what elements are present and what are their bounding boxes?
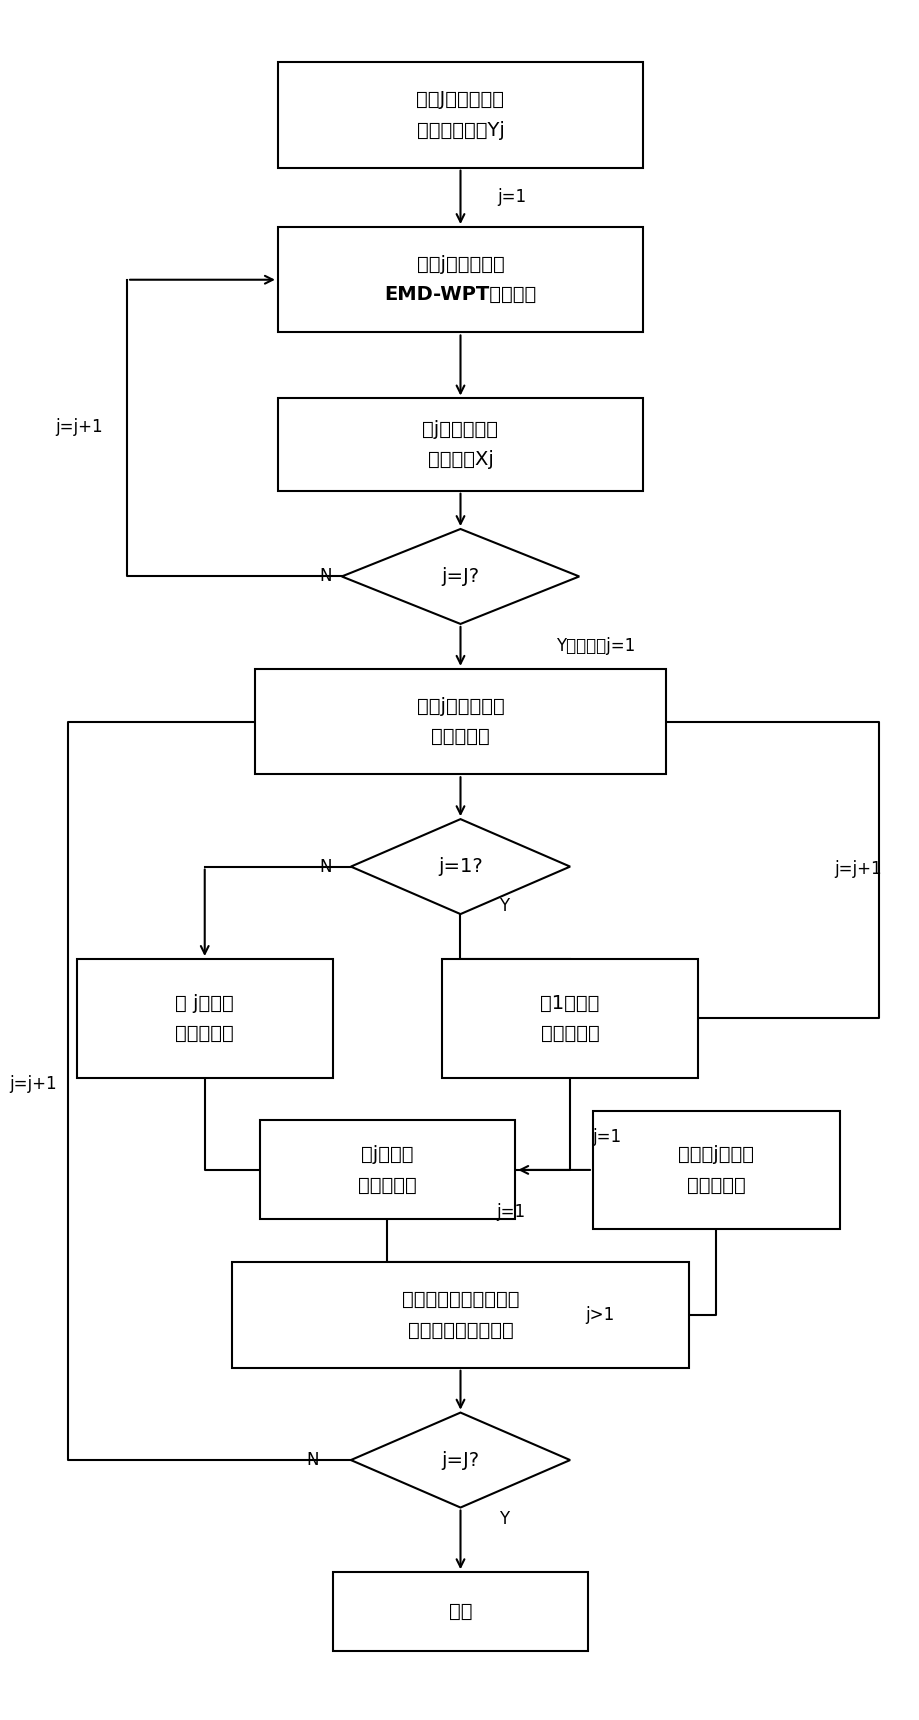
Text: 前j个测点特征: 前j个测点特征	[422, 420, 498, 439]
Text: 保存前j个融合: 保存前j个融合	[677, 1146, 754, 1164]
Text: 更新特征频谱向量，设: 更新特征频谱向量，设	[402, 1290, 518, 1309]
Text: 原始数据向量Yj: 原始数据向量Yj	[416, 120, 504, 139]
Polygon shape	[341, 530, 579, 624]
Text: j=1?: j=1?	[437, 857, 482, 875]
FancyBboxPatch shape	[333, 1572, 588, 1651]
FancyBboxPatch shape	[278, 62, 642, 167]
FancyBboxPatch shape	[232, 1262, 688, 1367]
Polygon shape	[350, 819, 570, 913]
Text: 前j个频谱: 前j个频谱	[361, 1146, 414, 1164]
Text: 第1个向量: 第1个向量	[539, 994, 599, 1013]
Text: N: N	[319, 568, 331, 585]
FancyBboxPatch shape	[278, 399, 642, 490]
Text: j=J?: j=J?	[441, 568, 479, 587]
FancyBboxPatch shape	[255, 669, 665, 774]
Text: N: N	[319, 858, 331, 875]
Text: j=1: j=1	[496, 187, 526, 206]
Text: 的特征频谱: 的特征频谱	[176, 1023, 233, 1042]
Text: EMD-WPT特征提取: EMD-WPT特征提取	[384, 286, 536, 304]
FancyBboxPatch shape	[442, 960, 698, 1078]
FancyBboxPatch shape	[77, 960, 333, 1078]
Text: 进行前处理: 进行前处理	[431, 728, 489, 746]
Text: j=J?: j=J?	[441, 1450, 479, 1469]
Text: j=j+1: j=j+1	[55, 418, 102, 437]
Text: 对第j个测点进行: 对第j个测点进行	[416, 255, 504, 273]
Text: j=j+1: j=j+1	[9, 1075, 57, 1094]
Text: Y；初始化j=1: Y；初始化j=1	[555, 638, 635, 655]
FancyBboxPatch shape	[259, 1120, 515, 1219]
Text: j=1: j=1	[592, 1128, 620, 1146]
Text: 对第j个频谱向量: 对第j个频谱向量	[416, 697, 504, 716]
Text: j=j+1: j=j+1	[834, 860, 880, 879]
Text: 结束: 结束	[448, 1603, 471, 1622]
Text: j>1: j>1	[585, 1305, 614, 1324]
Text: 输入J个测点振动: 输入J个测点振动	[416, 89, 504, 108]
Text: 的特征频谱: 的特征频谱	[540, 1023, 599, 1042]
FancyBboxPatch shape	[278, 227, 642, 332]
Text: 向量的融合: 向量的融合	[357, 1175, 416, 1195]
Text: 第 j个向量: 第 j个向量	[176, 994, 233, 1013]
FancyBboxPatch shape	[593, 1111, 839, 1230]
Text: N: N	[306, 1452, 318, 1469]
Text: 频谱向量Xj: 频谱向量Xj	[427, 451, 493, 470]
Text: Y: Y	[499, 1510, 509, 1529]
Text: 置中间向量为零向量: 置中间向量为零向量	[407, 1321, 513, 1340]
Text: 的特征频谱: 的特征频谱	[686, 1175, 744, 1195]
Text: j=1: j=1	[495, 1202, 525, 1221]
Polygon shape	[350, 1412, 570, 1507]
Text: Y: Y	[499, 898, 509, 915]
